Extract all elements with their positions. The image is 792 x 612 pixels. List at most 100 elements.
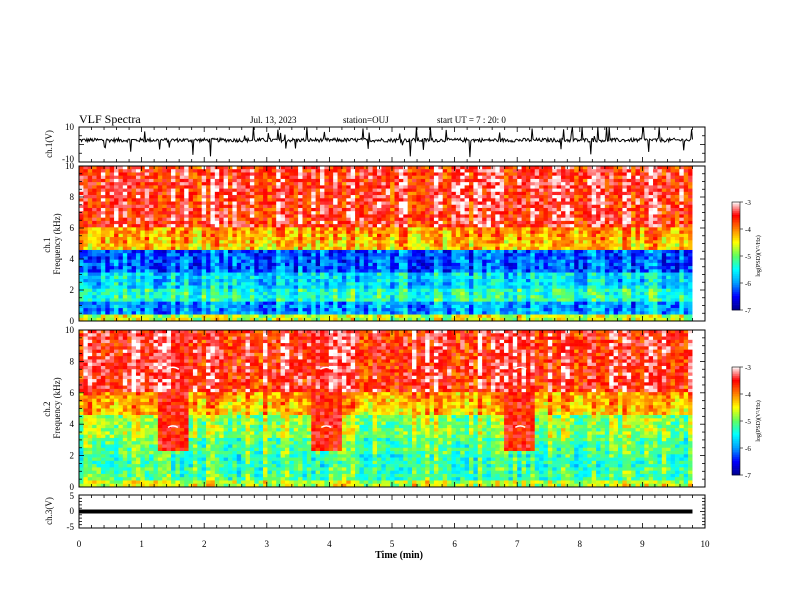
spectrogram-cell: [368, 243, 373, 248]
spectrogram-cell: [451, 240, 457, 244]
spectrogram-cell: [271, 195, 277, 199]
spectrogram-cell: [666, 256, 671, 260]
spectrogram-cell: [683, 207, 689, 212]
spectrogram-cell: [438, 201, 443, 206]
spectrogram-cell: [447, 230, 452, 235]
spectrogram-cell: [683, 198, 689, 202]
spectrogram-cell: [337, 259, 343, 264]
spectrogram-cell: [153, 178, 159, 183]
spectrogram-cell: [530, 230, 536, 235]
spectrogram-cell: [412, 269, 417, 273]
spectrogram-cell: [394, 266, 400, 270]
spectrogram-cell: [236, 240, 242, 244]
spectrogram-cell: [298, 195, 303, 199]
spectrogram-cell: [311, 224, 316, 228]
spectrogram-cell: [184, 240, 189, 244]
spectrogram-cell: [490, 246, 496, 251]
spectrogram-cell: [254, 262, 259, 267]
spectrogram-cell: [333, 195, 338, 199]
spectrogram-cell: [153, 169, 159, 173]
spectrogram-cell: [385, 275, 391, 280]
spectrogram-cell: [451, 259, 457, 264]
spectrogram-cell: [679, 272, 685, 277]
spectrogram-cell: [438, 191, 443, 196]
spectrogram-cell: [670, 224, 676, 228]
spectrogram-cell: [293, 207, 299, 212]
spectrogram-cell: [258, 253, 264, 257]
spectrogram-cell: [350, 249, 356, 254]
spectrogram-cell: [674, 256, 680, 260]
spectrogram-cell: [574, 256, 579, 260]
spectrogram-cell: [87, 224, 93, 228]
spectrogram-cell: [508, 169, 514, 173]
spectrogram-cell: [311, 230, 316, 235]
spectrogram-cell: [499, 230, 505, 235]
spectrogram-cell: [223, 198, 229, 202]
spectrogram-cell: [184, 201, 189, 206]
spectrogram-cell: [517, 253, 522, 257]
spectrogram-cell: [525, 207, 531, 212]
spectrogram-cell: [219, 166, 224, 170]
spectrogram-cell: [363, 259, 369, 264]
spectrogram-cell: [596, 185, 601, 189]
spectrogram-cell: [227, 266, 233, 270]
spectrogram-cell: [271, 198, 277, 202]
spectrogram-cell: [135, 249, 141, 254]
spectrogram-cell: [582, 207, 588, 212]
spectrogram-cell: [517, 169, 522, 173]
spectrogram-cell: [267, 175, 273, 180]
spectrogram-cell: [162, 207, 167, 212]
spectrogram-cell: [508, 243, 514, 248]
spectrogram-cell: [425, 214, 430, 218]
spectrogram-cell: [333, 207, 338, 212]
spectrogram-cell: [460, 191, 465, 196]
spectrogram-cell: [192, 191, 198, 196]
spectrogram-cell: [412, 233, 417, 238]
spectrogram-cell: [442, 249, 448, 254]
spectrogram-cell: [254, 217, 259, 222]
spectrogram-cell: [469, 269, 474, 273]
spectrogram-cell: [258, 214, 264, 218]
spectrogram-cell: [306, 217, 312, 222]
spectrogram-cell: [600, 249, 606, 254]
spectrogram-cell: [280, 249, 286, 254]
spectrogram-cell: [302, 172, 308, 176]
spectrogram-cell: [508, 272, 514, 277]
spectrogram-cell: [337, 237, 343, 241]
spectrogram-cell: [184, 275, 189, 280]
spectrogram-cell: [100, 243, 106, 248]
spectrogram-cell: [280, 266, 286, 270]
spectrogram-cell: [530, 227, 536, 231]
spectrogram-cell: [96, 191, 102, 196]
spectrogram-cell: [447, 207, 452, 212]
spectrogram-cell: [429, 169, 435, 173]
spectrogram-cell: [118, 178, 124, 183]
spectrogram-cell: [201, 211, 207, 215]
spectrogram-cell: [517, 246, 522, 251]
spectrogram-cell: [254, 249, 259, 254]
spectrogram-cell: [153, 166, 159, 170]
spectrogram-cell: [302, 233, 308, 238]
spectrogram-cell: [149, 214, 154, 218]
spectrogram-cell: [635, 272, 641, 277]
spectrogram-cell: [504, 198, 509, 202]
spectrogram-cell: [263, 188, 268, 193]
spectrogram-cell: [206, 172, 211, 176]
spectrogram-cell: [315, 237, 321, 241]
spectrogram-cell: [534, 266, 540, 270]
spectrogram-cell: [324, 201, 330, 206]
spectrogram-cell: [258, 259, 264, 264]
spectrogram-cell: [298, 204, 303, 209]
spectrogram-cell: [219, 256, 224, 260]
spectrogram-cell: [328, 195, 334, 199]
spectrogram-cell: [683, 220, 689, 225]
spectrogram-cell: [504, 201, 509, 206]
spectrogram-cell: [324, 259, 330, 264]
spectrogram-cell: [376, 237, 382, 241]
spectrogram-cell: [232, 233, 238, 238]
spectrogram-cell: [227, 269, 233, 273]
spectrogram-cell: [486, 195, 492, 199]
spectrogram-cell: [100, 275, 106, 280]
spectrogram-cell: [368, 275, 373, 280]
spectrogram-cell: [534, 188, 540, 193]
